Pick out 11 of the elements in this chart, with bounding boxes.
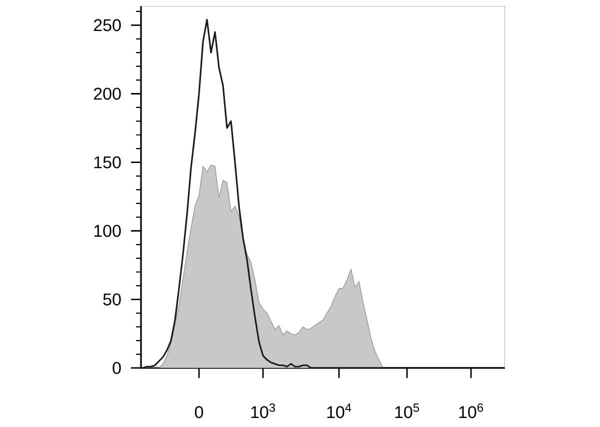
y-tick-label: 50 [103,293,121,306]
y-tick-label: 150 [94,156,121,168]
y-tick-label: 200 [94,88,121,100]
x-tick-label: 10$^{5}$ [395,404,420,418]
y-tick-label: 250 [94,19,121,32]
y-tick-label: 100 [94,224,121,237]
x-tick-label: 10$^{4}$ [327,404,352,418]
x-tick-label: 0 [194,406,204,418]
y-tick-label: 0 [112,362,121,374]
x-tick-label: 10$^{6}$ [459,403,483,418]
x-tick-label: 10$^{3}$ [251,403,275,418]
